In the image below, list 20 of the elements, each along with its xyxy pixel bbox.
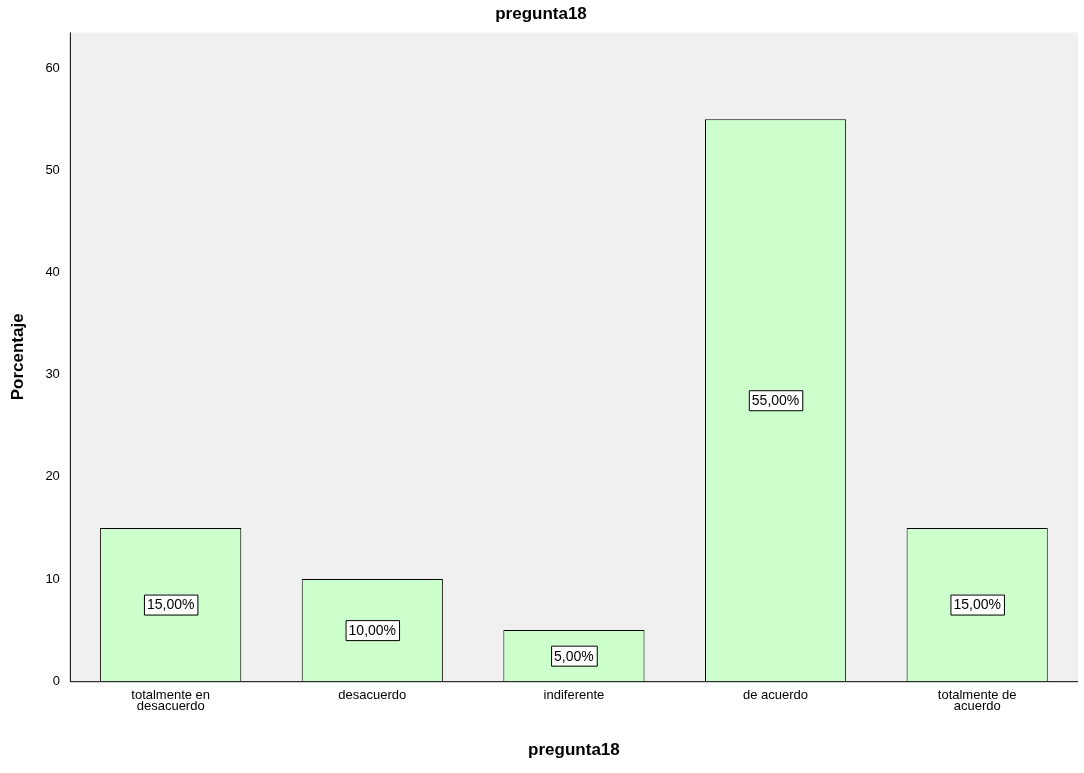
y-tick-label: 60 <box>45 59 60 75</box>
y-tick-label: 20 <box>45 468 60 484</box>
data-label: 15,00% <box>953 596 1001 613</box>
y-tick-label: 30 <box>45 366 60 382</box>
x-tick-label: indiferente <box>543 686 605 702</box>
y-tick-label: 0 <box>52 672 60 688</box>
x-tick-label: totalmente de acuerdo <box>937 686 1017 714</box>
x-tick-label: de acuerdo <box>743 686 809 702</box>
chart-title: pregunta18 <box>495 3 587 23</box>
data-label: 10,00% <box>348 621 397 638</box>
data-label: 55,00% <box>751 392 800 409</box>
y-tick-label: 50 <box>45 161 60 177</box>
x-tick-label: desacuerdo <box>338 686 407 702</box>
data-label: 5,00% <box>554 647 594 664</box>
y-axis-title: Porcentaje <box>7 313 27 401</box>
data-label: 15,00% <box>146 596 195 613</box>
y-tick-label: 40 <box>45 264 60 280</box>
y-tick-label: 10 <box>45 570 60 586</box>
x-tick-label: totalmente en desacuerdo <box>131 686 211 714</box>
x-axis-title: pregunta18 <box>528 740 620 760</box>
